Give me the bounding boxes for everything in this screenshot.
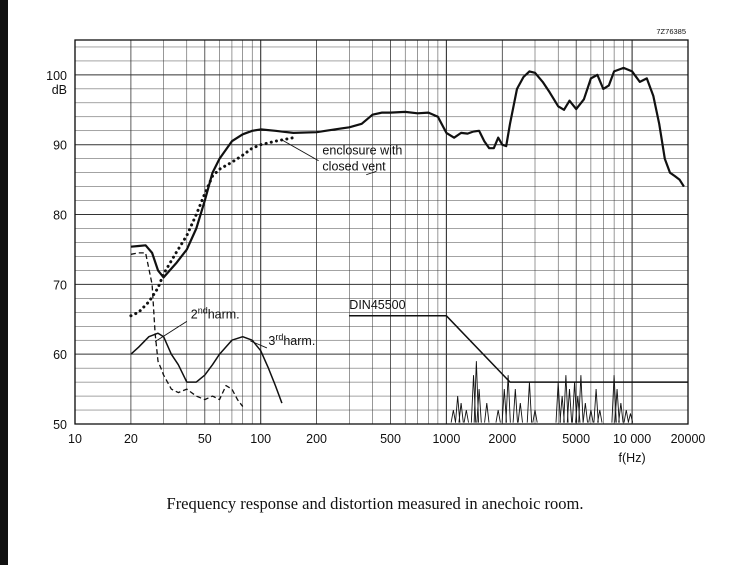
annotation-suffix: harm. [208, 308, 240, 322]
x-tick-label: 10 [68, 432, 82, 446]
x-tick-label: 20 [124, 432, 138, 446]
annotation-0: enclosure with [322, 144, 402, 158]
annotation-superscript: nd [198, 306, 208, 316]
y-tick-label: 80 [53, 209, 67, 223]
distortion-spike [593, 389, 599, 423]
annotation-superscript: rd [275, 332, 283, 342]
distortion-spike [566, 389, 573, 423]
annotation-2: 2ndharm. [191, 306, 240, 322]
distortion-spike [458, 403, 464, 423]
x-tick-label: 50 [198, 432, 212, 446]
chart-grid [74, 40, 689, 425]
annotation-suffix: harm. [283, 334, 315, 348]
series-line-1 [129, 136, 295, 318]
y-tick-label: 90 [53, 139, 67, 153]
distortion-spike [597, 409, 603, 423]
distortion-spike [450, 409, 456, 423]
distortion-spike [455, 396, 461, 423]
x-tick-label: 200 [306, 432, 327, 446]
series-line-3 [130, 332, 283, 404]
x-tick-label: 1000 [432, 432, 460, 446]
annotation-number: 3 [268, 334, 275, 348]
frequency-response-chart: 10 20 50 100 200 500 1000 2000 5000 10 000 20000 50… [46, 27, 705, 465]
y-tick-label: 60 [53, 348, 67, 362]
y-axis-unit: dB [52, 83, 67, 97]
distortion-spike [614, 389, 620, 423]
distortion-spike [526, 382, 533, 423]
annotation-1: closed vent [322, 160, 386, 174]
chart-series [129, 66, 688, 407]
chart-labels: 10 20 50 100 200 500 1000 2000 5000 10 000 20000 50… [46, 27, 705, 465]
scan-edge-bar [0, 0, 8, 565]
x-tick-label: 5000 [562, 432, 590, 446]
annotation-leader [281, 139, 319, 162]
figure-caption: Frequency response and distortion measur… [166, 494, 584, 513]
distortion-spike [476, 389, 482, 423]
annotation-leader [250, 340, 268, 349]
plot-frame [74, 39, 689, 425]
x-tick-label: 10 000 [613, 432, 651, 446]
distortion-spike [495, 409, 501, 423]
y-tick-label: 50 [53, 418, 67, 432]
distortion-spike [517, 403, 523, 423]
distortion-spike [555, 382, 561, 423]
annotation-leader [154, 320, 188, 342]
distortion-spike [532, 409, 538, 423]
x-tick-label: 100 [250, 432, 271, 446]
distortion-spike [505, 375, 511, 423]
series-line-0 [130, 66, 685, 279]
distortion-spike [484, 403, 490, 423]
y-tick-label: 70 [53, 278, 67, 292]
figure-id: 7Z76385 [656, 27, 686, 36]
distortion-spike [501, 389, 507, 423]
distortion-spike [618, 403, 624, 423]
hf-distortion-spikes [450, 361, 634, 423]
distortion-spike [559, 396, 565, 423]
x-tick-label: 2000 [488, 432, 516, 446]
annotation-leader [366, 170, 377, 176]
annotation-number: 2 [191, 308, 198, 322]
distortion-spike [571, 382, 578, 423]
annotation-4: DIN45500 [349, 298, 405, 312]
distortion-spike [512, 389, 518, 423]
distortion-spike [623, 409, 629, 423]
distortion-spike [582, 403, 588, 423]
plot-border [74, 39, 689, 425]
series-line-4 [349, 315, 688, 383]
x-axis-label: f(Hz) [619, 451, 646, 465]
distortion-spike [563, 375, 569, 423]
distortion-spike [588, 409, 594, 423]
distortion-spike [627, 413, 634, 423]
annotation-3: 3rdharm. [268, 332, 315, 348]
distortion-spike [578, 375, 584, 423]
y-tick-label: 100 [46, 69, 67, 83]
series-line-2 [130, 252, 244, 407]
distortion-spike [463, 409, 469, 423]
x-tick-label: 500 [380, 432, 401, 446]
x-tick-label: 20000 [671, 432, 706, 446]
